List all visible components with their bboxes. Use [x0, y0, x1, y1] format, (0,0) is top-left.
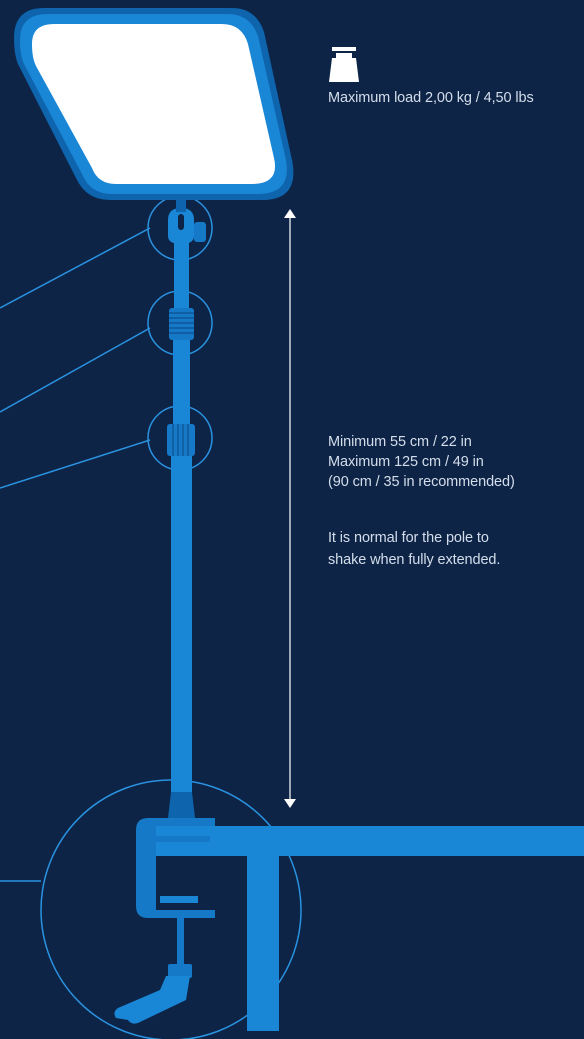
desk-clamp-pad — [160, 896, 198, 903]
clamp-knob-collar — [168, 964, 192, 978]
shake-note: It is normal for the pole to shake when … — [328, 528, 500, 572]
lower-joint-leader-line — [0, 439, 151, 489]
clamp-handle — [114, 976, 190, 1024]
lower-joint — [167, 424, 195, 456]
pole-upper — [174, 240, 189, 315]
shake-note-line-2: shake when fully extended. — [328, 552, 501, 568]
table-leg — [247, 856, 279, 1031]
height-arrow-top — [284, 209, 296, 218]
ball-head-knob — [194, 222, 206, 242]
table-top — [139, 826, 584, 856]
desk-clamp-body — [136, 818, 215, 918]
lower-joint-ribs — [172, 424, 189, 456]
recommended-height-label: (90 cm / 35 in recommended) — [328, 474, 515, 490]
desk-clamp-screw — [177, 918, 184, 966]
pole-base-collar — [168, 792, 195, 818]
pole-lower — [171, 446, 192, 792]
upper-joint-leader-line — [0, 327, 151, 413]
prompter-screen-glass — [32, 24, 276, 184]
minimum-height-label: Minimum 55 cm / 22 in — [328, 434, 472, 450]
ball-head-stem — [176, 200, 186, 212]
height-arrow-bottom — [284, 799, 296, 808]
maximum-height-label: Maximum 125 cm / 49 in — [328, 454, 484, 470]
upper-joint-ribs — [169, 312, 194, 334]
pole-middle — [173, 330, 190, 430]
shake-note-line-1: It is normal for the pole to — [328, 530, 489, 546]
max-load-label: Maximum load 2,00 kg / 4,50 lbs — [328, 90, 534, 106]
ball-head-slot — [178, 214, 184, 230]
weight-icon — [329, 47, 359, 82]
ball-head-leader-line — [0, 227, 151, 309]
pole-height-specs: Minimum 55 cm / 22 in Maximum 125 cm / 4… — [328, 432, 515, 492]
desk-clamp-inner — [146, 836, 210, 842]
upper-joint — [169, 308, 194, 340]
